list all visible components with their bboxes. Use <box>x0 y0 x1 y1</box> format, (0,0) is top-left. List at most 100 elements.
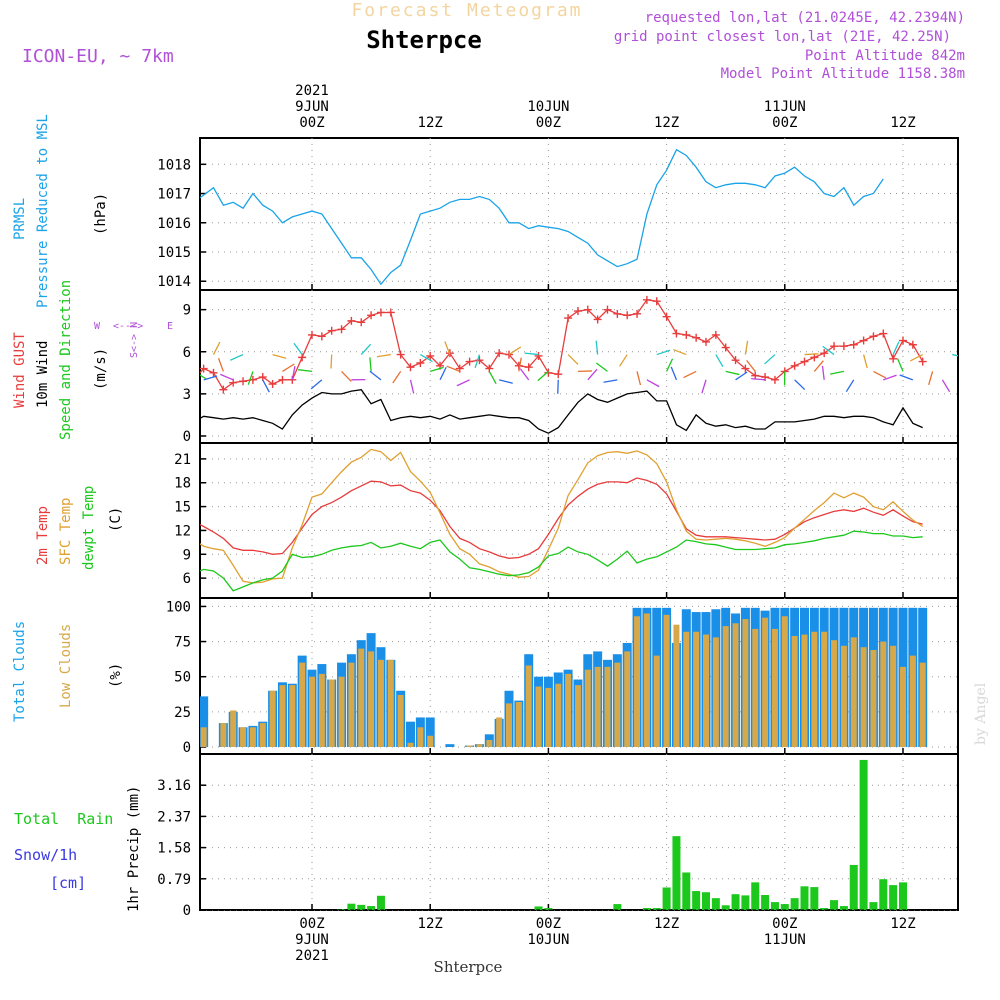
plot-area <box>200 759 958 910</box>
wind-label-2: 10m Wind <box>35 341 51 408</box>
bottom-time-label: 00Z <box>772 916 797 932</box>
wind-direction-arrow <box>498 379 513 384</box>
gust-marker <box>170 358 178 366</box>
y-tick-label: 0 <box>183 740 191 756</box>
wind-direction-arrow <box>144 346 155 355</box>
wind-direction-arrow <box>519 368 530 381</box>
y-tick-label: 3.16 <box>157 778 191 794</box>
wind-direction-arrow <box>229 353 244 361</box>
wind-label-1: Wind GUST <box>12 332 28 408</box>
y-tick-label: 100 <box>166 599 191 615</box>
low-cloud-bar <box>348 662 355 747</box>
wind-direction-arrow <box>537 370 549 382</box>
gust-marker <box>554 370 563 379</box>
y-tick-label: 0 <box>183 429 191 445</box>
low-cloud-bar <box>318 673 325 747</box>
gust-marker <box>475 356 484 365</box>
gust-marker <box>869 332 878 341</box>
low-cloud-bar <box>594 666 601 747</box>
low-cloud-bar <box>161 691 167 747</box>
y-tick-label: 15 <box>174 500 191 516</box>
gust-marker <box>731 356 740 365</box>
model-point-altitude: Model Point Altitude 1158.38m <box>721 66 965 82</box>
wind-direction-arrow <box>456 379 470 387</box>
panel-0: 1014 1015 1016 1017 1018 <box>157 137 959 291</box>
wind-direction-arrow <box>595 340 599 355</box>
precip-bar <box>770 902 779 910</box>
panel-frame <box>199 289 959 444</box>
wind-direction-arrow <box>439 366 447 381</box>
low-cloud-bar <box>762 617 769 747</box>
low-cloud-bar <box>151 712 157 747</box>
wind-direction-arrow <box>430 366 444 373</box>
pressure-label-1: PRMSL <box>12 198 28 240</box>
low-cloud-bar <box>663 614 670 747</box>
total-cloud-bar <box>445 744 455 747</box>
precip-bar <box>761 894 770 910</box>
precip-bar <box>731 894 740 910</box>
bottom-time-label: 11JUN <box>764 932 806 948</box>
wind-direction-arrow <box>330 354 333 369</box>
wind-direction-arrow <box>293 342 303 355</box>
bottom-time-label: 12Z <box>418 916 443 932</box>
low-cloud-bar <box>821 631 828 747</box>
top-time-label: 9JUN <box>295 99 329 115</box>
temp-label-1: 2m Temp <box>35 506 51 565</box>
gust-marker <box>386 308 395 317</box>
gust-marker <box>278 375 287 384</box>
low-cloud-bar <box>653 655 660 747</box>
precip-bar <box>721 905 730 910</box>
wind-direction-arrow <box>701 379 707 394</box>
y-tick-label: 9 <box>183 547 191 563</box>
low-cloud-bar <box>377 659 384 747</box>
gust-marker <box>141 339 149 347</box>
bottom-time-label: 12Z <box>654 916 679 932</box>
low-cloud-bar <box>200 727 207 747</box>
wind-direction-arrow <box>804 353 819 356</box>
wind-direction-arrow <box>369 357 372 372</box>
bottom-time-label: 10JUN <box>527 932 569 948</box>
model-label: ICON-EU, ~ 7km <box>22 46 174 67</box>
wind-direction-arrow <box>656 349 671 356</box>
low-cloud-bar <box>643 613 650 747</box>
panel-1: 0 3 6 9 <box>141 289 959 445</box>
y-tick-label: 50 <box>174 670 191 686</box>
precip-bar <box>652 908 661 910</box>
panel-frame <box>199 442 959 599</box>
wind-direction-arrow <box>646 379 660 388</box>
wind-direction-arrow <box>291 365 296 380</box>
low-cloud-bar <box>909 655 916 747</box>
wind-direction-arrow <box>666 358 674 372</box>
low-cloud-bar <box>466 745 473 747</box>
low-cloud-bar <box>919 662 926 747</box>
panel-frame <box>199 753 959 911</box>
compass-we-arrow: <---> <box>113 321 143 332</box>
precip-bar <box>672 836 681 910</box>
gust-marker <box>790 361 799 370</box>
gust-marker <box>642 295 651 304</box>
gust-marker <box>337 325 346 334</box>
low-cloud-bar <box>811 631 818 747</box>
wind-direction-arrow <box>376 353 391 358</box>
total-cloud-bar <box>200 696 209 747</box>
wind-direction-arrow <box>508 346 522 356</box>
low-cloud-bar <box>624 651 631 747</box>
low-cloud-bar <box>220 723 227 747</box>
precip-bar <box>357 904 366 910</box>
wind-direction-arrow <box>420 354 433 363</box>
gust-marker <box>573 307 582 316</box>
series-line-2m-temp <box>200 477 923 559</box>
gust-marker <box>603 305 612 314</box>
gust-marker <box>465 357 474 366</box>
low-cloud-bar <box>732 623 739 747</box>
precip-bar <box>869 902 878 910</box>
wind-direction-arrow <box>150 371 164 373</box>
low-cloud-bar <box>791 635 798 747</box>
precip-bar <box>810 887 819 910</box>
low-cloud-bar <box>535 686 542 747</box>
gust-marker <box>593 315 602 324</box>
precip-bar <box>859 759 868 910</box>
wind-direction-arrow <box>488 371 497 384</box>
total-cloud-bar <box>130 663 139 747</box>
total-cloud-bar <box>140 699 149 747</box>
